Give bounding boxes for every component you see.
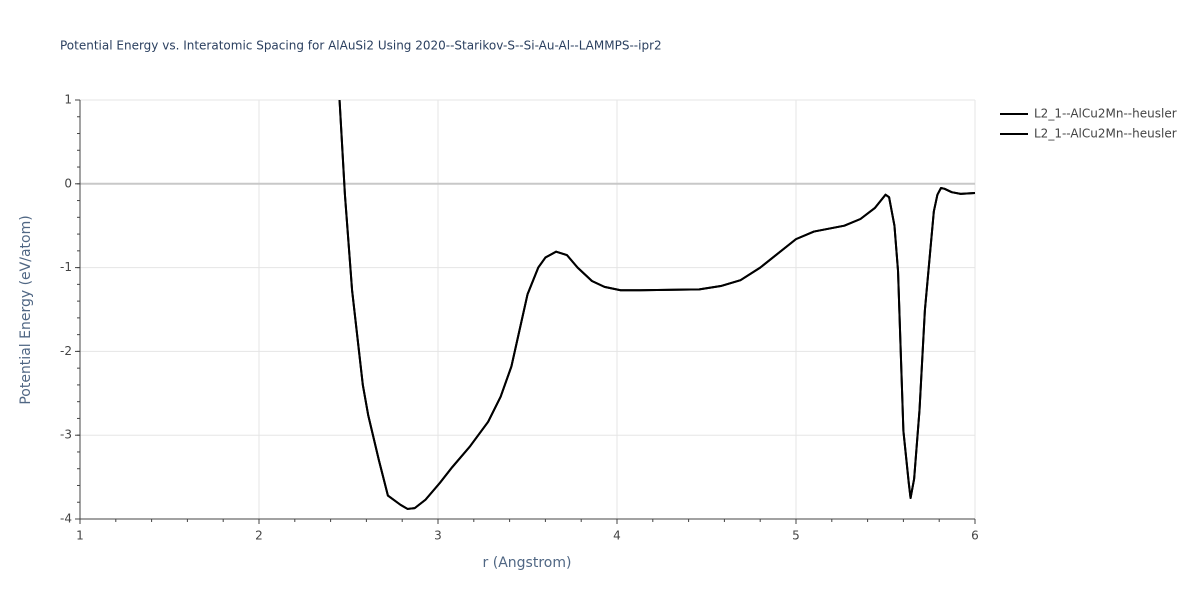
- legend-label: L2_1--AlCu2Mn--heusler: [1034, 107, 1177, 121]
- x-tick-label: 4: [613, 529, 621, 543]
- chart-title: Potential Energy vs. Interatomic Spacing…: [60, 39, 662, 53]
- x-axis-title: r (Angstrom): [483, 555, 572, 571]
- x-tick-label: 1: [76, 529, 84, 543]
- x-tick-label: 2: [255, 529, 263, 543]
- y-tick-label: 1: [64, 93, 72, 107]
- x-tick-label: 3: [434, 529, 442, 543]
- x-tick-label: 6: [971, 529, 979, 543]
- y-tick-label: -4: [60, 512, 72, 526]
- y-tick-label: -2: [60, 344, 72, 358]
- y-tick-label: -1: [60, 260, 72, 274]
- x-tick-label: 5: [792, 529, 800, 543]
- legend-label: L2_1--AlCu2Mn--heusler: [1034, 127, 1177, 141]
- line-series: [338, 99, 976, 510]
- y-tick-label: -3: [60, 428, 72, 442]
- y-axis-title: Potential Energy (eV/atom): [18, 215, 34, 404]
- y-tick-label: 0: [64, 176, 72, 190]
- line-series: [338, 99, 976, 510]
